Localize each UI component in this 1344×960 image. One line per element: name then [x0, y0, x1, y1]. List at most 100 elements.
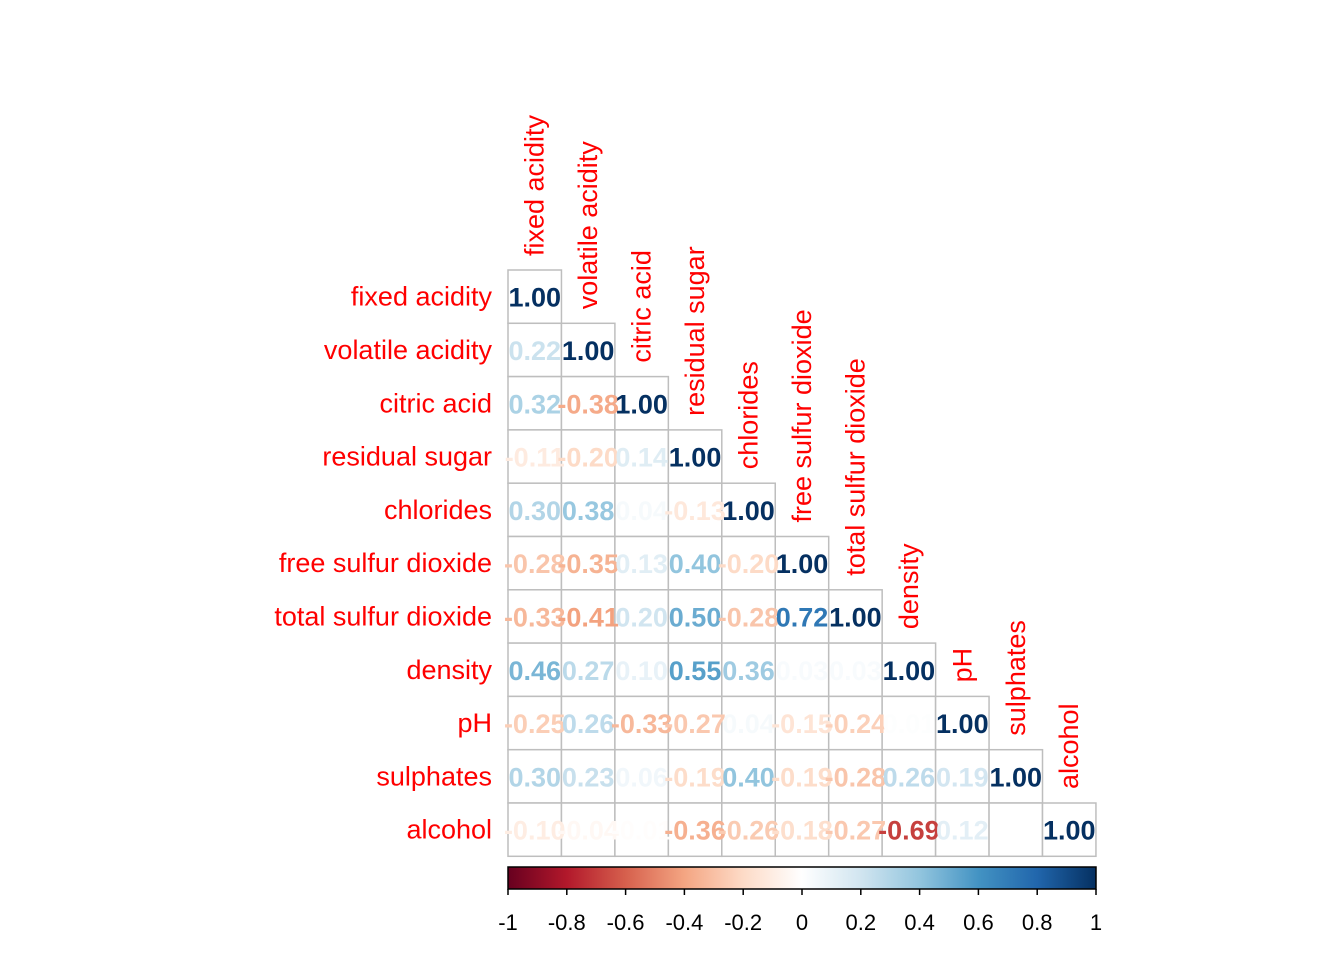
matrix-cell [507, 802, 563, 858]
matrix-cell [881, 642, 937, 698]
matrix-cell [614, 535, 670, 591]
cell-value: 0.55 [669, 656, 722, 686]
cell-value: -0.24 [825, 709, 887, 739]
column-label: pH [947, 648, 977, 683]
matrix-cell [774, 535, 830, 591]
matrix-cell [667, 429, 723, 484]
cell-value: 0.26 [562, 709, 615, 739]
matrix-cell [667, 748, 723, 804]
column-label: volatile acidity [573, 141, 603, 310]
row-label: free sulfur dioxide [279, 548, 492, 578]
cell-value: -0.35 [557, 549, 619, 579]
matrix-cell [667, 535, 723, 591]
cell-value: -0.27 [825, 816, 887, 846]
matrix-cell [881, 748, 937, 804]
cell-value: 0.04 [615, 496, 668, 526]
row-label: citric acid [379, 388, 492, 418]
matrix-cell [934, 695, 990, 751]
colorbar: -1 -0.8 -0.6 -0.4 -0.2 0 0.2 0.4 0.6 0.8 1 [498, 866, 1102, 935]
column-label: density [894, 543, 924, 629]
cell-value: -0.20 [718, 549, 780, 579]
cell-value: -0.11 [505, 443, 565, 473]
colorbar-tick-label: 0.6 [963, 910, 994, 935]
cell-value: 0.72 [776, 602, 829, 632]
colorbar-tick-label: -0.4 [665, 910, 703, 935]
cell-value: -0.18 [771, 816, 833, 846]
cell-value: 0.01 [883, 709, 936, 739]
cell-value: -0.26 [718, 816, 780, 846]
colorbar-tick-label: 0.2 [846, 910, 877, 935]
cell-value: 0.20 [615, 602, 668, 632]
cell-value: -0.20 [557, 443, 619, 473]
matrix-cell [507, 695, 563, 751]
colorbar-tick-label: 0.4 [904, 910, 935, 935]
column-label: free sulfur dioxide [787, 309, 817, 522]
column-label: total sulfur dioxide [840, 358, 870, 576]
cell-value: -0.36 [664, 816, 726, 846]
cell-value: 0.22 [508, 336, 561, 366]
row-labels: fixed acidity volatile acidity citric acid… [274, 282, 492, 845]
cell-value: 1.00 [508, 283, 561, 313]
matrix-cells: 1.000.22 1.000.32-0.381.00-0.11-0.200.14 1… [504, 269, 1097, 858]
cell-value: 1.00 [829, 602, 882, 632]
column-label: chlorides [734, 361, 764, 469]
matrix-cell [560, 482, 616, 538]
cell-value: 0.50 [669, 602, 722, 632]
matrix-cell [774, 589, 830, 644]
column-label: residual sugar [680, 246, 710, 416]
matrix-cell [507, 269, 563, 325]
matrix-cell [560, 535, 616, 591]
cell-value: -0.41 [557, 602, 619, 632]
cell-value: 0.06 [615, 762, 668, 792]
matrix-cell [1041, 802, 1097, 858]
cell-value: 0.27 [562, 656, 615, 686]
row-label: chlorides [384, 495, 492, 525]
colorbar-tick-label: -0.2 [724, 910, 762, 935]
row-label: fixed acidity [351, 282, 493, 312]
cell-value: 0.03 [829, 656, 882, 686]
cell-value: 1.00 [669, 443, 722, 473]
colorbar-tick-label: 0.8 [1022, 910, 1053, 935]
matrix-cell [721, 748, 776, 804]
cell-value: -0.15 [771, 709, 833, 739]
row-label: total sulfur dioxide [274, 601, 492, 631]
cell-value: -0.01 [611, 816, 673, 846]
cell-value: -0.28 [718, 602, 780, 632]
cell-value: 1.00 [722, 496, 775, 526]
cell-value: -0.33 [611, 709, 673, 739]
cell-value: 1.00 [615, 389, 668, 419]
cell-value: 0.13 [615, 549, 668, 579]
cell-value: 0.04 [722, 709, 775, 739]
cell-value: 1.00 [562, 336, 615, 366]
cell-value: -0.33 [504, 602, 566, 632]
matrix-cell [507, 322, 563, 378]
column-labels: fixed acidity volatile acidity citric acid… [520, 114, 1085, 789]
cell-value: 0.26 [883, 762, 936, 792]
cell-value: -0.28 [504, 549, 566, 579]
colorbar-gradient [507, 866, 1097, 890]
cell-value: 0.32 [508, 389, 561, 419]
cell-value: 0.38 [562, 496, 615, 526]
matrix-cell [507, 748, 563, 804]
row-label: residual sugar [322, 442, 492, 472]
matrix-cell [988, 748, 1044, 804]
cell-value: -0.25 [504, 709, 566, 739]
matrix-cell [560, 589, 616, 644]
column-label: fixed acidity [520, 114, 550, 256]
matrix-cell [934, 748, 990, 804]
colorbar-tick-label: -0.6 [607, 910, 645, 935]
column-label: alcohol [1054, 703, 1084, 789]
cell-value: 0.46 [508, 656, 561, 686]
row-label: pH [457, 708, 492, 738]
cell-value: -0.38 [557, 389, 619, 419]
matrix-cell [721, 802, 776, 858]
matrix-cell [774, 695, 830, 751]
matrix-cell [667, 802, 723, 858]
matrix-cell [560, 429, 616, 484]
matrix-cell [614, 748, 670, 804]
cell-value: 0.00 [989, 816, 1042, 846]
matrix-cell [614, 375, 670, 431]
cell-value: 0.19 [936, 762, 989, 792]
cell-value: 1.00 [936, 709, 989, 739]
